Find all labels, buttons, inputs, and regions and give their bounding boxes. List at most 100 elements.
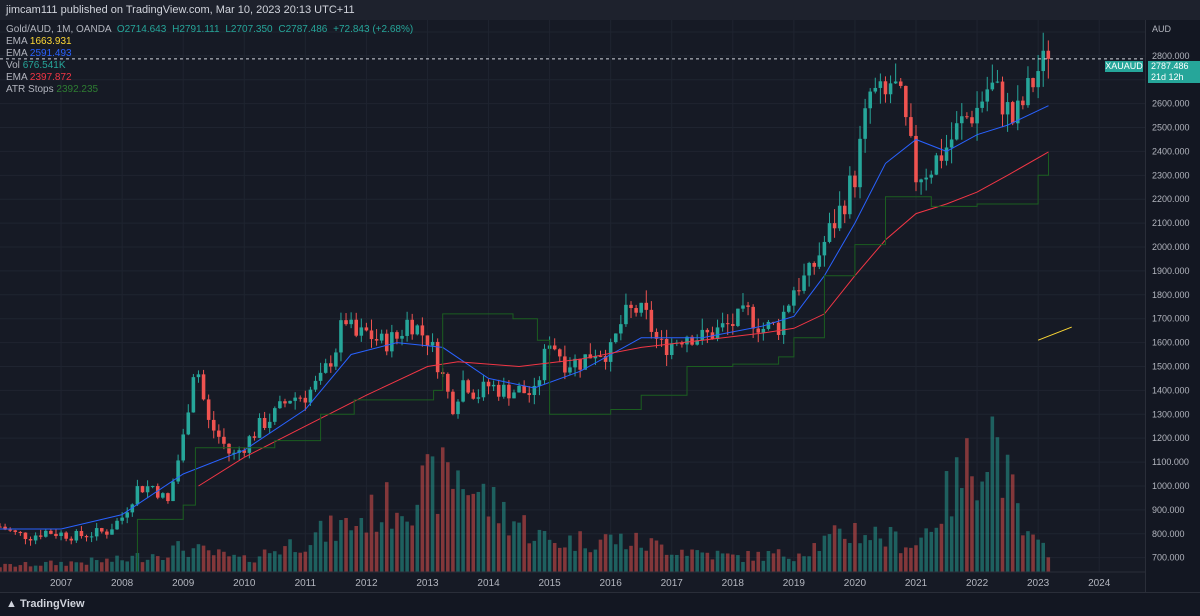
candle-body (873, 87, 878, 92)
candle-body (405, 319, 409, 336)
candle-body (395, 332, 399, 339)
volume-bar (349, 530, 353, 572)
candle-body (232, 452, 236, 454)
y-tick-label: 1200.000 (1152, 433, 1190, 443)
x-tick-label: 2009 (172, 578, 195, 589)
candle-body (283, 401, 287, 404)
y-tick-label: 1100.000 (1152, 457, 1189, 467)
candle-body (262, 417, 267, 428)
candle-body (827, 223, 832, 242)
candle-body (288, 400, 292, 404)
volume-bar (369, 494, 374, 572)
candle-body (664, 338, 669, 356)
candle-body (354, 319, 359, 336)
candle-body (125, 512, 130, 518)
volume-bar (893, 531, 898, 572)
candle-body (812, 262, 817, 267)
price-axis[interactable]: AUD 700.000 800.000 900.000 1000.000 1100.000… (1145, 20, 1200, 592)
volume-bar (486, 516, 491, 572)
candle-body (680, 342, 684, 345)
volume-bar (858, 543, 862, 572)
volume-bar (888, 526, 893, 572)
volume-bar (150, 554, 155, 572)
volume-bar (191, 548, 196, 572)
candle-body (700, 329, 705, 341)
volume-bar (115, 555, 119, 572)
volume-bar (54, 565, 58, 572)
volume-bar (247, 561, 252, 572)
volume-bar (863, 535, 867, 572)
candle-body (171, 481, 175, 502)
volume-bar (812, 543, 817, 572)
y-tick-label: 1400.000 (1152, 385, 1190, 395)
volume-bar (313, 532, 318, 572)
candle-body (28, 539, 33, 541)
volume-bar (334, 540, 338, 572)
volume-bar (201, 545, 206, 572)
volume-bar (975, 500, 979, 572)
volume-bar (786, 558, 791, 572)
x-tick-label: 2008 (111, 578, 134, 589)
candle-body (690, 336, 694, 345)
y-tick-label: 2400.000 (1152, 146, 1190, 156)
volume-bar (965, 438, 969, 572)
y-tick-label: 2200.000 (1152, 194, 1190, 204)
chart-area[interactable]: 2007 2008 2009 2010 2011 2012 2013 2014 2015 2016… (0, 20, 1145, 592)
volume-bar (496, 523, 501, 572)
volume-bar (323, 541, 328, 572)
volume-bar (242, 555, 247, 572)
candle-body (878, 81, 883, 88)
price-chart[interactable]: 2007 2008 2009 2010 2011 2012 2013 2014 2015 2016… (0, 20, 1145, 592)
y-tick-label: 2800.000 (1152, 51, 1190, 61)
volume-bar (898, 553, 903, 572)
candle-body (334, 352, 338, 367)
volume-bar (99, 562, 104, 572)
candle-body (1005, 102, 1010, 115)
candle-body (115, 520, 119, 530)
candle-body (481, 381, 486, 398)
bar-countdown: 21d 12h (1151, 72, 1184, 82)
candle-body (135, 486, 140, 505)
y-tick-label: 700.000 (1152, 553, 1185, 563)
candle-body (140, 486, 145, 493)
candle-body (792, 290, 796, 306)
volume-bar (49, 560, 53, 572)
y-tick-label: 1500.000 (1152, 361, 1190, 371)
volume-bar (878, 538, 883, 572)
volume-bar (211, 555, 216, 572)
volume-bar (807, 556, 811, 572)
candle-body (639, 302, 643, 313)
candle-body (308, 389, 313, 403)
candle-body (695, 340, 699, 345)
volume-bar (613, 544, 618, 572)
candle-body (222, 436, 226, 444)
candle-body (532, 385, 537, 395)
candle-body (746, 305, 750, 307)
candle-body (451, 391, 455, 415)
volume-bar (980, 481, 984, 572)
atr-label: ATR Stops (6, 84, 54, 95)
volume-bar (547, 539, 552, 572)
y-tick-label: 2600.000 (1152, 99, 1190, 109)
volume-bar (746, 550, 750, 572)
y-tick-label: 1600.000 (1152, 338, 1190, 348)
candle-body (196, 374, 201, 378)
candle-body (415, 325, 420, 335)
volume-bar (278, 554, 282, 572)
x-tick-label: 2015 (538, 578, 561, 589)
y-tick-label: 1300.000 (1152, 409, 1190, 419)
ema3-line: EMA 2397.872 (6, 72, 413, 84)
volume-bar (298, 552, 303, 572)
candle-body (593, 355, 598, 359)
candle-body (33, 535, 38, 541)
volume-bar (1041, 542, 1046, 572)
volume-bar (725, 553, 730, 572)
volume-bar (934, 527, 939, 572)
candle-body (634, 308, 638, 313)
volume-bar (405, 521, 409, 572)
candle-body (965, 116, 969, 118)
x-tick-label: 2012 (355, 578, 378, 589)
vol-line: Vol 676.541K (6, 60, 413, 72)
candle-body (110, 529, 114, 535)
candle-body (685, 336, 689, 345)
